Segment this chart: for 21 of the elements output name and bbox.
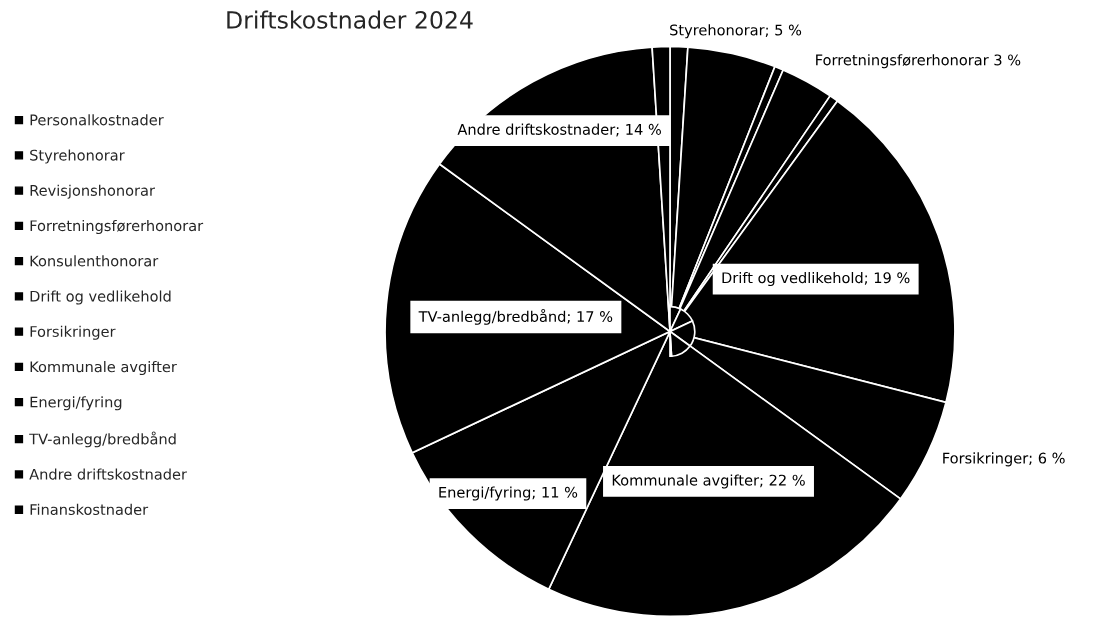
legend-label: Forsikringer	[30, 325, 116, 340]
legend-label: Personalkostnader	[30, 114, 164, 126]
legend-label: Forretningsførerhonorar	[30, 219, 204, 235]
data-label: Andre driftskostnader; 14 %	[457, 123, 661, 137]
data-label: Styrehonorar; 5 %	[670, 24, 802, 39]
legend-label: Konsulenthonorar	[30, 255, 159, 267]
legend-label: Drift og vedlikehold	[30, 290, 171, 305]
data-label: Energi/fyring; 11 %	[439, 486, 578, 501]
data-label: Forretningsførerhonorar 3 %	[816, 54, 1021, 69]
legend-label: Revisjonshonorar	[30, 184, 155, 199]
legend-label: Andre driftskostnader	[29, 468, 187, 480]
legend-label: Energi/fyring	[30, 396, 122, 411]
data-label: Kommunale avgifter; 22 %	[612, 474, 805, 489]
data-label: TV-anlegg/bredbånd; 17 %	[418, 308, 613, 325]
legend-label: Finanskostnader	[30, 503, 149, 516]
data-label: Forsikringer; 6 %	[943, 452, 1065, 467]
legend-label: Styrehonorar	[30, 149, 125, 164]
data-label: Drift og vedlikehold; 19 %	[722, 271, 910, 287]
legend-label: TV-anlegg/bredbånd	[29, 431, 176, 448]
chart-title: Driftskostnader 2024	[227, 10, 473, 29]
legend-label: Kommunale avgifter	[30, 360, 177, 376]
